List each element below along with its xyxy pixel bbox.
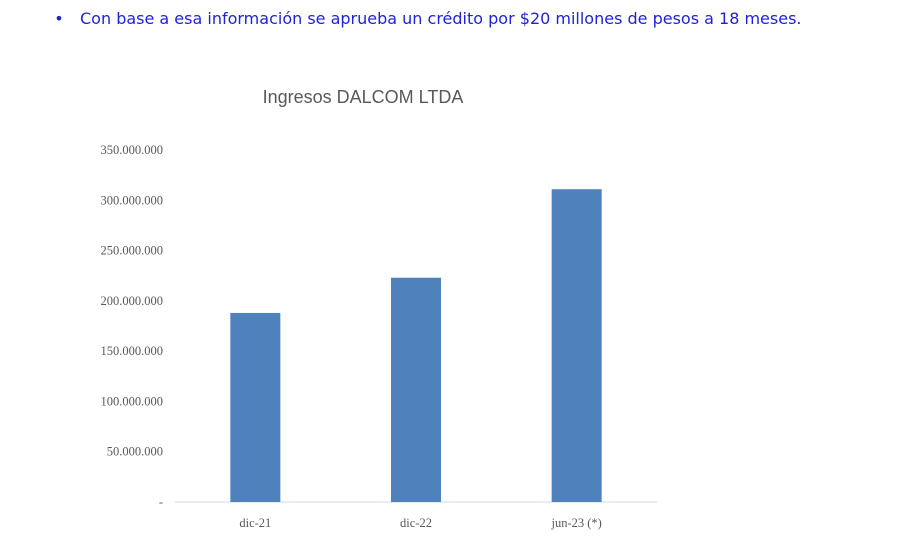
- chart-title: Ingresos DALCOM LTDA: [263, 87, 464, 107]
- bar-dic-22: [391, 277, 441, 502]
- bar-jun-23: [551, 189, 602, 503]
- y-axis-ticks: - 50.000.000 100.000.000 150.000.000 200.000…: [101, 143, 164, 509]
- x-axis-labels: dic-21 dic-22 jun-23 (*): [239, 516, 601, 530]
- y-tick-label: 50.000.000: [107, 445, 163, 459]
- y-tick-label: -: [159, 495, 163, 509]
- bar-dic-21: [230, 312, 281, 502]
- y-tick-label: 150.000.000: [101, 344, 164, 358]
- y-tick-label: 250.000.000: [101, 244, 164, 258]
- y-tick-label: 100.000.000: [101, 394, 164, 408]
- x-tick-label: dic-22: [400, 516, 432, 530]
- bars: [230, 189, 602, 503]
- bullet-paragraph: • Con base a esa información se aprueba …: [48, 6, 878, 32]
- y-tick-label: 300.000.000: [101, 193, 164, 207]
- x-tick-label: dic-21: [239, 516, 271, 530]
- x-tick-label: jun-23 (*): [550, 516, 601, 530]
- bullet-icon: •: [54, 9, 64, 28]
- y-tick-label: 200.000.000: [101, 294, 164, 308]
- paragraph-text: Con base a esa información se aprueba un…: [80, 9, 802, 28]
- y-tick-label: 350.000.000: [101, 143, 164, 157]
